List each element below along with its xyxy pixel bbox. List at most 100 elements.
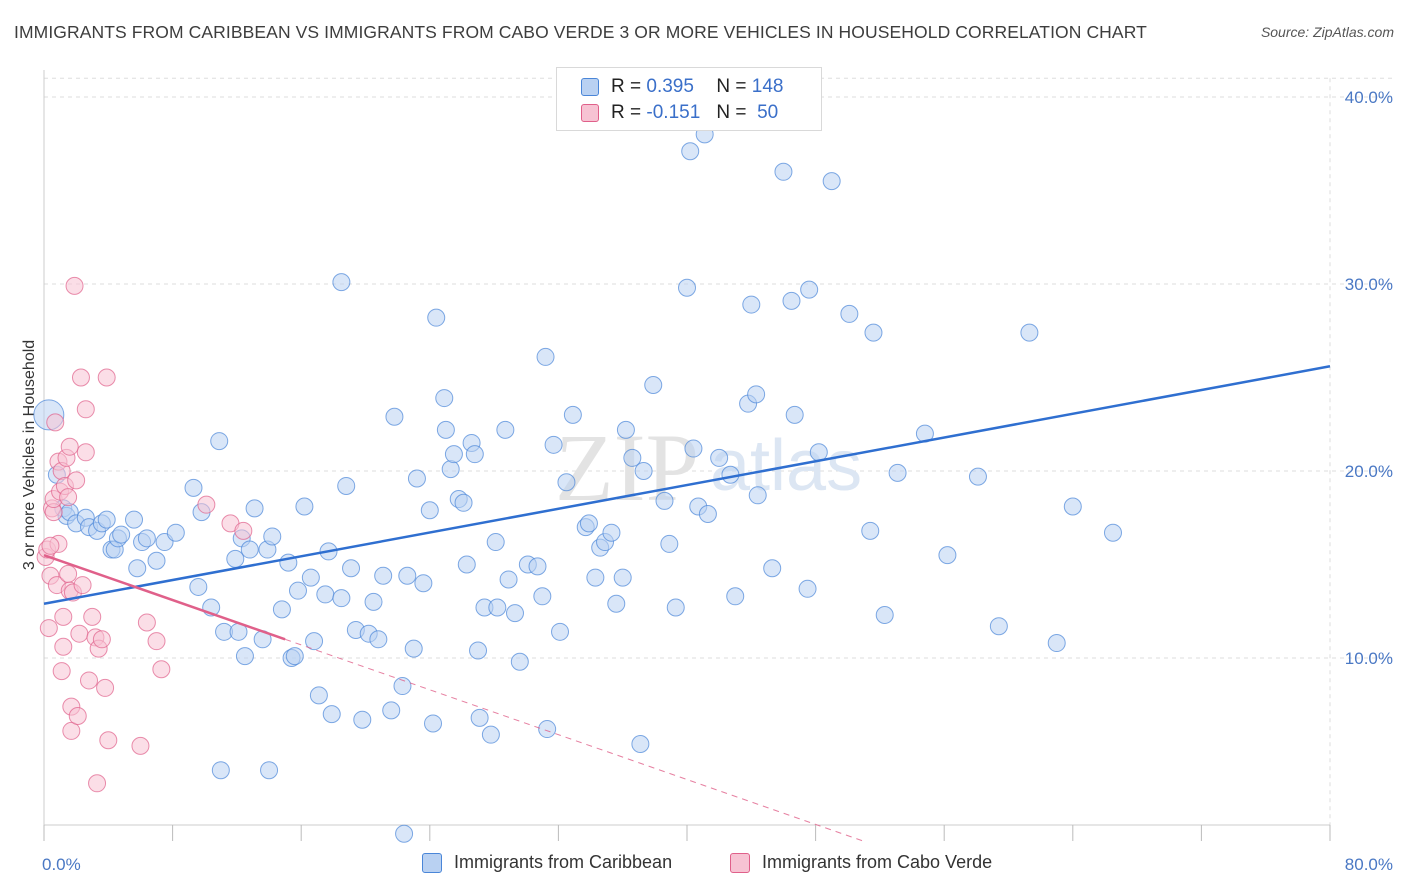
caribbean-point [420, 501, 439, 520]
caribbean-point [602, 523, 621, 542]
caboverde-trend-extension [284, 638, 864, 842]
caribbean-point [968, 467, 987, 486]
caribbean-point [616, 420, 635, 439]
caribbean-point [505, 604, 524, 623]
caribbean-point [660, 534, 679, 553]
caboverde-point [76, 443, 95, 462]
caribbean-point [1063, 497, 1082, 516]
caribbean-point [888, 463, 907, 482]
caribbean-point [510, 652, 529, 671]
caribbean-point [544, 435, 563, 454]
caribbean-point [1103, 523, 1122, 542]
caribbean-point [710, 448, 729, 467]
caboverde-point [71, 368, 90, 387]
caboverde-point [137, 613, 156, 632]
caboverde-point [41, 536, 60, 555]
caboverde-point [46, 413, 65, 432]
caribbean-point [557, 473, 576, 492]
caribbean-trend-line [43, 365, 1331, 605]
caribbean-point [486, 533, 505, 552]
caribbean-point [414, 574, 433, 593]
caribbean-point [260, 761, 279, 780]
caboverde-point [197, 495, 216, 514]
caboverde-point [62, 721, 81, 740]
caribbean-point [137, 529, 156, 548]
series-swatch-caboverde [730, 852, 750, 873]
caribbean-point [457, 555, 476, 574]
caribbean-point [441, 460, 460, 479]
source-note: Source: ZipAtlas.com [1260, 24, 1394, 40]
caribbean-point [563, 405, 582, 424]
series-legend-caribbean: Immigrants from Caribbean [422, 852, 672, 873]
series-legend-caboverde: Immigrants from Cabo Verde [730, 852, 992, 873]
caribbean-point [211, 761, 230, 780]
caribbean-point [528, 557, 547, 576]
caribbean-point [774, 162, 793, 181]
series-swatch-caribbean [422, 852, 442, 873]
series-legend: Immigrants from Caribbean Immigrants fro… [0, 852, 1406, 878]
caribbean-point [533, 587, 552, 606]
caboverde-point [67, 471, 86, 490]
caribbean-point [861, 521, 880, 540]
caribbean-point [499, 570, 518, 589]
caribbean-point [644, 375, 663, 394]
caboverde-point [131, 736, 150, 755]
x-tick-label-min: 0.0% [42, 855, 81, 874]
caribbean-point [536, 347, 555, 366]
caribbean-point [353, 710, 372, 729]
caribbean-point [800, 280, 819, 299]
caribbean-point [809, 443, 828, 462]
legend-swatch-caboverde [581, 104, 599, 122]
caribbean-point [763, 559, 782, 578]
caribbean-point [782, 291, 801, 310]
caribbean-point [698, 505, 717, 524]
legend-r-label: R = [611, 76, 642, 97]
caboverde-point [234, 521, 253, 540]
caribbean-point [822, 172, 841, 191]
caribbean-point [681, 142, 700, 161]
caribbean-point [436, 420, 455, 439]
caboverde-point [54, 637, 73, 656]
caribbean-point [393, 677, 412, 696]
caboverde-point [83, 607, 102, 626]
caribbean-point [337, 476, 356, 495]
caribbean-point [404, 639, 423, 658]
caribbean-point [875, 605, 894, 624]
x-tick-label-max: 80.0% [1345, 855, 1393, 874]
caboverde-point [80, 671, 99, 690]
y-tick-label: 20.0% [1345, 462, 1393, 481]
legend-n-value: 50 [757, 102, 779, 123]
caboverde-point [59, 488, 78, 507]
caribbean-point [748, 486, 767, 505]
caribbean-point [147, 551, 166, 570]
caboverde-point [92, 630, 111, 649]
caribbean-point [125, 510, 144, 529]
series-name-caboverde: Immigrants from Cabo Verde [762, 852, 993, 872]
caboverde-point [76, 400, 95, 419]
caribbean-point [295, 497, 314, 516]
caribbean-point [864, 323, 883, 342]
correlation-legend: R = 0.395 N = 148 R = -0.151 N = 50 [556, 67, 822, 131]
caribbean-point [631, 735, 650, 754]
legend-row-caribbean: R = 0.395 N = 148 [581, 75, 783, 99]
caribbean-point [465, 445, 484, 464]
caribbean-point [226, 549, 245, 568]
caboverde-point [97, 368, 116, 387]
caribbean-point [309, 686, 328, 705]
caboverde-point [59, 564, 78, 583]
caribbean-point [210, 432, 229, 451]
caribbean-point [579, 514, 598, 533]
caboverde-point [52, 662, 71, 681]
y-tick-label: 10.0% [1345, 649, 1393, 668]
caribbean-point [481, 725, 500, 744]
caribbean-point [285, 647, 304, 666]
caboverde-point [152, 660, 171, 679]
caribbean-point [245, 499, 264, 518]
caribbean-point [272, 600, 291, 619]
caribbean-point [166, 523, 185, 542]
caribbean-point [444, 445, 463, 464]
caribbean-point [240, 540, 259, 559]
caribbean-point [938, 546, 957, 565]
legend-n-value: 148 [751, 76, 784, 97]
